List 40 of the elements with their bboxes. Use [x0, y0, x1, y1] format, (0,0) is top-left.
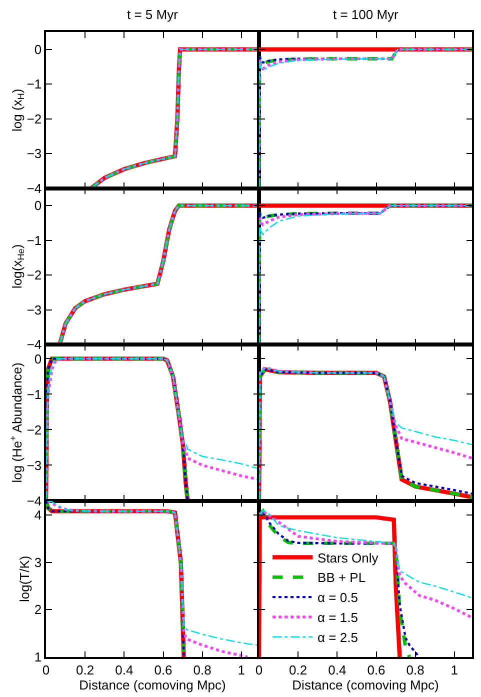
legend-label: α = 1.5 [318, 610, 358, 626]
x-tick-label: 0.6 [154, 662, 172, 678]
y-tick-label: 3 [34, 554, 42, 570]
x-tick-label: 1 [238, 662, 246, 678]
y-tick-label: 0 [34, 198, 42, 214]
x-tick-label: 0.8 [193, 662, 212, 678]
legend-label: BB + PL [318, 570, 366, 586]
chart-title: t = 100 Myr [333, 7, 400, 22]
y-tick-label: −4 [26, 337, 42, 352]
legend-label: α = 0.5 [318, 590, 358, 606]
x-axis-title: Distance (comoving Mpc) [292, 677, 439, 692]
legend-label: α = 2.5 [318, 630, 358, 645]
x-tick-label: 0 [255, 662, 263, 678]
x-tick-label: 0.2 [76, 662, 94, 678]
x-tick-label: 0.2 [289, 662, 308, 678]
y-tick-label: −1 [26, 232, 42, 248]
x-tick-label: 0.8 [406, 662, 424, 678]
y-tick-label: −4 [26, 180, 42, 196]
chart-title: t = 5 Myr [127, 7, 179, 22]
y-tick-label: −3 [26, 302, 42, 318]
y-tick-label: 1 [34, 650, 42, 665]
x-tick-label: 1 [450, 662, 458, 678]
y-tick-label: 0 [34, 351, 42, 366]
y-tick-label: 4 [34, 508, 42, 522]
y-tick-label: −3 [26, 458, 42, 473]
x-tick-label: 0.4 [328, 662, 346, 678]
y-tick-label: −1 [26, 76, 42, 92]
y-tick-label: −4 [26, 493, 42, 508]
y-tick-label: −3 [26, 146, 42, 162]
y-tick-label: 0 [34, 42, 42, 57]
y-tick-label: 2 [34, 602, 42, 618]
x-tick-label: 0.6 [367, 662, 386, 678]
x-tick-label: 0.4 [115, 662, 134, 678]
y-tick-label: −2 [26, 268, 42, 283]
legend-label: Stars Only [318, 550, 379, 566]
y-tick-label: −1 [26, 386, 42, 402]
y-axis-title: log(T/K) [16, 556, 32, 602]
x-axis-title: Distance (comoving Mpc) [79, 677, 226, 692]
y-tick-label: −2 [26, 422, 42, 438]
y-tick-label: −2 [26, 111, 42, 126]
